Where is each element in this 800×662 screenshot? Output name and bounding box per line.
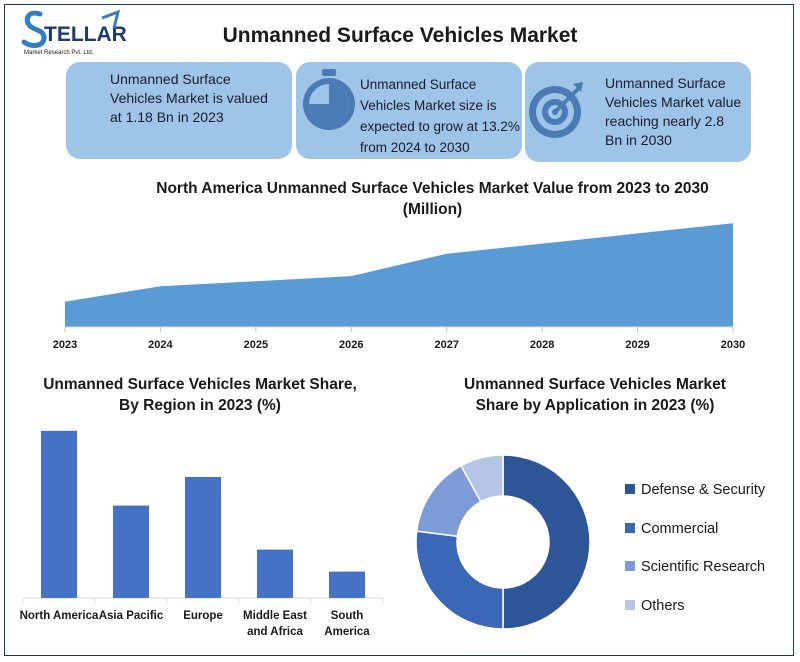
x-tick-label: 2028 [530, 339, 554, 351]
info-card-forecast: Unmanned Surface Vehicles Market value r… [525, 62, 751, 162]
area-chart: 2023 2024 2025 2026 2027 2028 2029 2030 [53, 223, 745, 351]
legend-label: Defense & Security [641, 482, 766, 498]
svg-text:TELLAR: TELLAR [44, 23, 127, 46]
info-card-text: Unmanned Surface Vehicles Market is valu… [110, 71, 268, 125]
info-card-valuation: Unmanned Surface Vehicles Market is valu… [66, 62, 292, 159]
legend-swatch [625, 523, 635, 533]
infographic-frame [4, 4, 794, 656]
x-tick-label: 2030 [721, 339, 745, 351]
target-icon [529, 82, 583, 138]
bar-category-label: North America [19, 610, 99, 622]
stellar-logo: TELLAR Market Research Pvt. Ltd. [21, 9, 127, 56]
donut-slice [502, 454, 591, 630]
x-tick-label: 2029 [625, 339, 649, 351]
bar [257, 549, 293, 598]
page-title: Unmanned Surface Vehicles Market [222, 24, 578, 47]
legend-swatch [625, 600, 635, 610]
x-tick-label: 2026 [339, 339, 363, 351]
x-tick-label: 2024 [148, 339, 173, 351]
legend-swatch [625, 484, 635, 494]
bar-category-label: Europe [183, 610, 223, 622]
legend-item: Others [625, 598, 685, 614]
x-tick-label: 2025 [244, 339, 268, 351]
legend-item: Defense & Security [625, 482, 765, 498]
legend-label: Commercial [641, 521, 719, 537]
donut-slice [415, 530, 504, 630]
area-series [65, 223, 733, 327]
bar [185, 477, 221, 598]
info-card-text: Unmanned Surface Vehicles Market value r… [605, 75, 742, 148]
donut-chart [415, 454, 591, 630]
bar-chart [22, 430, 384, 603]
bar-chart-title: Unmanned Surface Vehicles Market Share, … [43, 376, 357, 414]
info-card-growth: Unmanned Surface Vehicles Market size is… [296, 62, 522, 159]
bar-category-label: South America [324, 610, 370, 638]
x-tick-label: 2027 [434, 339, 458, 351]
donut-chart-title: Unmanned Surface Vehicles Market Share b… [464, 376, 726, 414]
stopwatch-icon [303, 69, 355, 130]
legend-swatch [625, 561, 635, 571]
bar-category-label: Asia Pacific [98, 610, 164, 622]
bar [113, 505, 149, 598]
x-tick-label: 2023 [53, 339, 77, 351]
bar [329, 571, 365, 598]
donut-slice [460, 454, 504, 503]
legend-label: Scientific Research [641, 559, 766, 575]
bar-category-label: Middle East and Africa [243, 610, 307, 638]
svg-text:Market Research Pvt. Ltd.: Market Research Pvt. Ltd. [24, 50, 94, 56]
info-card-text: Unmanned Surface Vehicles Market size is… [360, 77, 520, 155]
area-chart-title: North America Unmanned Surface Vehicles … [156, 180, 709, 218]
bar [41, 430, 77, 598]
legend-label: Others [641, 598, 685, 614]
legend-item: Commercial [625, 521, 718, 537]
legend-item: Scientific Research [625, 559, 765, 575]
